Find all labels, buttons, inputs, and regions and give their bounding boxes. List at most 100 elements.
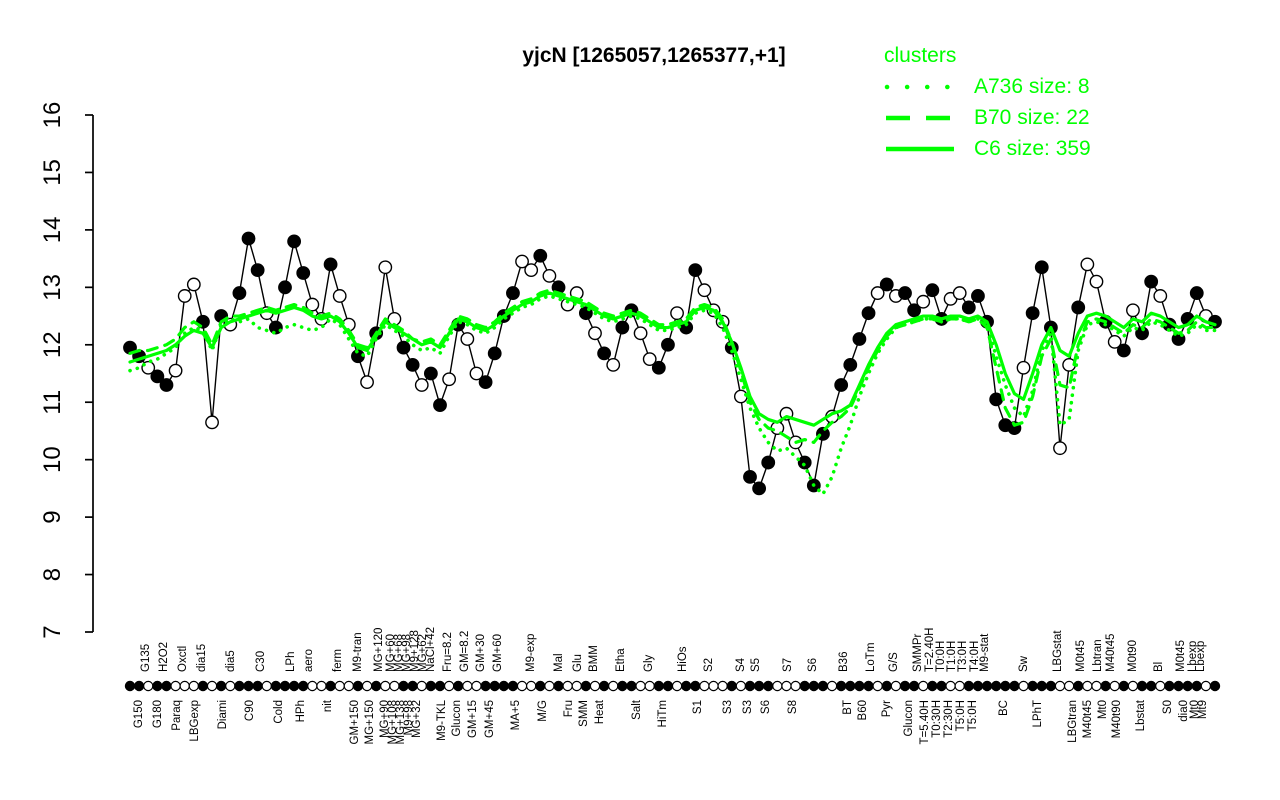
svg-text:GM+15: GM+15 — [467, 700, 479, 738]
svg-text:M40t45: M40t45 — [1105, 634, 1117, 672]
svg-text:M0t45: M0t45 — [1075, 640, 1087, 672]
svg-text:Gly: Gly — [643, 655, 655, 673]
svg-text:13: 13 — [39, 274, 66, 301]
svg-text:M9-tran: M9-tran — [352, 632, 364, 672]
svg-text:9: 9 — [39, 510, 66, 523]
svg-text:LBGstat: LBGstat — [1052, 630, 1064, 672]
svg-text:nit: nit — [322, 699, 334, 712]
svg-text:LBGexp: LBGexp — [189, 700, 201, 742]
svg-text:HPh: HPh — [295, 700, 307, 722]
legend-entry-a736: A736 size: 8 — [884, 75, 1091, 98]
svg-text:B60: B60 — [857, 700, 869, 720]
svg-text:T5:0H: T5:0H — [967, 700, 979, 731]
svg-text:LoTm: LoTm — [865, 643, 877, 672]
svg-text:10: 10 — [39, 446, 66, 473]
svg-text:T3:0H: T3:0H — [957, 641, 969, 672]
legend-entry-label: C6 size: 359 — [974, 137, 1091, 160]
svg-text:Bl: Bl — [1153, 662, 1165, 672]
svg-text:15: 15 — [39, 159, 66, 186]
svg-text:S6: S6 — [807, 658, 819, 672]
svg-text:T=2.40H: T=2.40H — [924, 628, 936, 672]
svg-text:MG+62: MG+62 — [417, 634, 429, 672]
svg-text:LPh: LPh — [285, 652, 297, 672]
svg-text:S7: S7 — [782, 658, 794, 672]
svg-text:M40t45: M40t45 — [1082, 700, 1094, 738]
svg-text:7: 7 — [39, 625, 66, 638]
svg-text:M9+98: M9+98 — [403, 700, 415, 735]
svg-text:14: 14 — [39, 217, 66, 244]
svg-text:GM+150: GM+150 — [349, 700, 361, 744]
svg-text:BT: BT — [842, 700, 854, 715]
svg-text:G/S: G/S — [888, 652, 900, 672]
svg-text:Lbtran: Lbtran — [1092, 639, 1104, 672]
svg-text:S0: S0 — [1162, 700, 1174, 714]
svg-text:T0:0H: T0:0H — [935, 641, 947, 672]
svg-text:Glucon: Glucon — [451, 700, 463, 736]
svg-text:C90: C90 — [244, 700, 256, 721]
svg-text:S5: S5 — [750, 658, 762, 672]
svg-text:Fru=8.2: Fru=8.2 — [442, 632, 454, 672]
svg-text:Lbstat: Lbstat — [1135, 699, 1147, 731]
svg-text:aero: aero — [303, 649, 315, 672]
svg-text:H2O2: H2O2 — [158, 642, 170, 672]
svg-text:T4:0H: T4:0H — [969, 641, 981, 672]
svg-text:SMMPr: SMMPr — [912, 634, 924, 673]
svg-text:MG+32: MG+32 — [411, 700, 423, 738]
svg-text:12: 12 — [39, 331, 66, 358]
svg-text:ferm: ferm — [332, 649, 344, 672]
legend-entry-c6: C6 size: 359 — [884, 137, 1091, 160]
svg-text:MG+68: MG+68 — [393, 634, 405, 672]
svg-text:MG+90: MG+90 — [379, 700, 391, 738]
svg-text:Salt: Salt — [631, 699, 643, 720]
legend: clusters A736 size: 8 B70 size: 22 C6 si… — [884, 44, 1091, 169]
svg-text:dia15: dia15 — [196, 644, 208, 672]
svg-text:HiTm: HiTm — [657, 700, 669, 727]
svg-text:M0t90: M0t90 — [1127, 640, 1139, 672]
svg-text:B36: B36 — [838, 652, 850, 672]
svg-text:Oxctl: Oxctl — [177, 646, 189, 672]
svg-text:dia0: dia0 — [1178, 700, 1190, 722]
svg-text:MA+5: MA+5 — [510, 700, 522, 730]
svg-text:G135: G135 — [140, 644, 152, 672]
svg-text:C30: C30 — [255, 651, 267, 672]
legend-entry-b70: B70 size: 22 — [884, 106, 1091, 129]
svg-text:LBGtran: LBGtran — [1067, 700, 1079, 743]
svg-text:M9-exp: M9-exp — [525, 634, 537, 672]
legend-entry-label: B70 size: 22 — [974, 106, 1090, 129]
svg-text:11: 11 — [39, 390, 66, 415]
svg-text:Lbexp: Lbexp — [1195, 641, 1207, 672]
svg-text:S1: S1 — [692, 700, 704, 714]
svg-text:S3: S3 — [722, 700, 734, 714]
svg-text:dia5: dia5 — [225, 650, 237, 672]
svg-text:NaCl+42: NaCl+42 — [425, 627, 437, 672]
svg-text:HiOs: HiOs — [677, 646, 689, 672]
svg-text:S2: S2 — [703, 658, 715, 672]
svg-text:T=5.40H: T=5.40H — [919, 700, 931, 744]
svg-text:Heat: Heat — [594, 699, 606, 724]
svg-text:Diami: Diami — [217, 700, 229, 729]
svg-text:MG+98: MG+98 — [401, 634, 413, 672]
svg-text:Mt9: Mt9 — [1197, 700, 1209, 719]
svg-text:Mt0: Mt0 — [1189, 700, 1201, 719]
svg-text:MG+60: MG+60 — [385, 634, 397, 672]
svg-text:M9-stat: M9-stat — [979, 633, 991, 672]
svg-text:T2:30H: T2:30H — [943, 700, 955, 738]
svg-text:Pyr: Pyr — [881, 700, 893, 717]
svg-text:M40t90: M40t90 — [1111, 700, 1123, 738]
svg-text:M/G: M/G — [537, 700, 549, 722]
legend-line-dashed-icon — [886, 115, 954, 121]
svg-text:LPhT: LPhT — [1032, 700, 1044, 728]
legend-title: clusters — [884, 44, 957, 67]
svg-text:Paraq: Paraq — [171, 700, 183, 731]
svg-text:T0:30H: T0:30H — [931, 700, 943, 738]
legend-line-dotted-icon — [884, 84, 956, 90]
svg-text:MG+150: MG+150 — [364, 700, 376, 744]
svg-text:G180: G180 — [152, 700, 164, 728]
svg-text:Etha: Etha — [615, 648, 627, 672]
svg-text:Glucon: Glucon — [903, 700, 915, 736]
plot-title: yjcN [1265057,1265377,+1] — [522, 44, 786, 67]
svg-text:M9-TKL: M9-TKL — [436, 699, 448, 741]
svg-text:GM+30: GM+30 — [475, 634, 487, 672]
